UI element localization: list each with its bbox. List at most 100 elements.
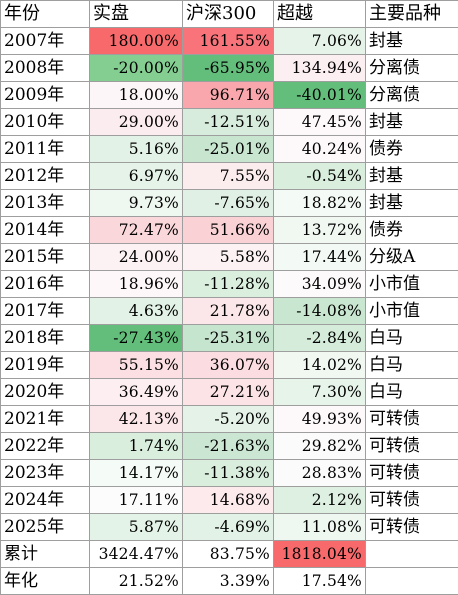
hs300-return-cell[interactable]: 14.68%: [183, 487, 274, 514]
excess-return-cell[interactable]: 14.02%: [274, 352, 366, 379]
variety-cell[interactable]: 债券: [366, 136, 458, 163]
excess-return-cell[interactable]: 40.24%: [274, 136, 366, 163]
hs300-return-cell[interactable]: -11.28%: [183, 271, 274, 298]
excess-return-cell[interactable]: 7.30%: [274, 379, 366, 406]
excess-return-cell[interactable]: 7.06%: [274, 28, 366, 55]
hs300-return-cell[interactable]: 83.75%: [183, 541, 274, 568]
variety-cell[interactable]: 分离债: [366, 55, 458, 82]
actual-return-cell[interactable]: 3424.47%: [90, 541, 183, 568]
variety-cell[interactable]: 分离债: [366, 82, 458, 109]
variety-cell[interactable]: [366, 541, 458, 568]
hs300-return-cell[interactable]: 7.55%: [183, 163, 274, 190]
variety-cell[interactable]: 封基: [366, 109, 458, 136]
hs300-return-cell[interactable]: -21.63%: [183, 433, 274, 460]
variety-cell[interactable]: 可转债: [366, 433, 458, 460]
excess-return-cell[interactable]: 13.72%: [274, 217, 366, 244]
actual-return-cell[interactable]: 6.97%: [90, 163, 183, 190]
year-cell[interactable]: 2020年: [1, 379, 90, 406]
excess-return-cell[interactable]: 47.45%: [274, 109, 366, 136]
excess-return-cell[interactable]: 134.94%: [274, 55, 366, 82]
actual-return-cell[interactable]: 9.73%: [90, 190, 183, 217]
excess-return-cell[interactable]: 2.12%: [274, 487, 366, 514]
hs300-return-cell[interactable]: 3.39%: [183, 568, 274, 595]
actual-return-cell[interactable]: 24.00%: [90, 244, 183, 271]
year-cell[interactable]: 2017年: [1, 298, 90, 325]
variety-cell[interactable]: 白马: [366, 379, 458, 406]
year-cell[interactable]: 2018年: [1, 325, 90, 352]
excess-return-cell[interactable]: -2.84%: [274, 325, 366, 352]
year-cell[interactable]: 2011年: [1, 136, 90, 163]
hs300-return-cell[interactable]: -7.65%: [183, 190, 274, 217]
variety-cell[interactable]: 小市值: [366, 271, 458, 298]
variety-cell[interactable]: 小市值: [366, 298, 458, 325]
actual-return-cell[interactable]: 21.52%: [90, 568, 183, 595]
variety-cell[interactable]: 封基: [366, 28, 458, 55]
year-cell[interactable]: 2014年: [1, 217, 90, 244]
header-actual[interactable]: 实盘: [90, 1, 183, 28]
variety-cell[interactable]: 可转债: [366, 487, 458, 514]
actual-return-cell[interactable]: 17.11%: [90, 487, 183, 514]
year-cell[interactable]: 2019年: [1, 352, 90, 379]
hs300-return-cell[interactable]: 161.55%: [183, 28, 274, 55]
actual-return-cell[interactable]: -20.00%: [90, 55, 183, 82]
excess-return-cell[interactable]: 18.82%: [274, 190, 366, 217]
variety-cell[interactable]: 债券: [366, 217, 458, 244]
year-cell[interactable]: 2022年: [1, 433, 90, 460]
year-cell[interactable]: 2016年: [1, 271, 90, 298]
variety-cell[interactable]: 封基: [366, 163, 458, 190]
header-hs300[interactable]: 沪深300: [183, 1, 274, 28]
actual-return-cell[interactable]: 36.49%: [90, 379, 183, 406]
excess-return-cell[interactable]: -0.54%: [274, 163, 366, 190]
year-cell[interactable]: 2007年: [1, 28, 90, 55]
variety-cell[interactable]: 白马: [366, 352, 458, 379]
summary-label-cell[interactable]: 累计: [1, 541, 90, 568]
hs300-return-cell[interactable]: 36.07%: [183, 352, 274, 379]
hs300-return-cell[interactable]: -5.20%: [183, 406, 274, 433]
actual-return-cell[interactable]: 180.00%: [90, 28, 183, 55]
variety-cell[interactable]: 可转债: [366, 406, 458, 433]
hs300-return-cell[interactable]: 27.21%: [183, 379, 274, 406]
year-cell[interactable]: 2025年: [1, 514, 90, 541]
variety-cell[interactable]: 分级A: [366, 244, 458, 271]
excess-return-cell[interactable]: 34.09%: [274, 271, 366, 298]
variety-cell[interactable]: [366, 568, 458, 595]
variety-cell[interactable]: 可转债: [366, 514, 458, 541]
excess-return-cell[interactable]: 11.08%: [274, 514, 366, 541]
variety-cell[interactable]: 可转债: [366, 460, 458, 487]
hs300-return-cell[interactable]: -65.95%: [183, 55, 274, 82]
actual-return-cell[interactable]: 5.16%: [90, 136, 183, 163]
year-cell[interactable]: 2021年: [1, 406, 90, 433]
actual-return-cell[interactable]: 18.96%: [90, 271, 183, 298]
actual-return-cell[interactable]: -27.43%: [90, 325, 183, 352]
year-cell[interactable]: 2024年: [1, 487, 90, 514]
actual-return-cell[interactable]: 18.00%: [90, 82, 183, 109]
actual-return-cell[interactable]: 55.15%: [90, 352, 183, 379]
actual-return-cell[interactable]: 42.13%: [90, 406, 183, 433]
hs300-return-cell[interactable]: -12.51%: [183, 109, 274, 136]
year-cell[interactable]: 2008年: [1, 55, 90, 82]
year-cell[interactable]: 2010年: [1, 109, 90, 136]
header-variety[interactable]: 主要品种: [366, 1, 458, 28]
year-cell[interactable]: 2012年: [1, 163, 90, 190]
hs300-return-cell[interactable]: -11.38%: [183, 460, 274, 487]
excess-return-cell[interactable]: 28.83%: [274, 460, 366, 487]
header-year[interactable]: 年份: [1, 1, 90, 28]
hs300-return-cell[interactable]: -25.01%: [183, 136, 274, 163]
actual-return-cell[interactable]: 1.74%: [90, 433, 183, 460]
actual-return-cell[interactable]: 72.47%: [90, 217, 183, 244]
year-cell[interactable]: 2015年: [1, 244, 90, 271]
hs300-return-cell[interactable]: -4.69%: [183, 514, 274, 541]
header-excess[interactable]: 超越: [274, 1, 366, 28]
hs300-return-cell[interactable]: 96.71%: [183, 82, 274, 109]
hs300-return-cell[interactable]: 51.66%: [183, 217, 274, 244]
excess-return-cell[interactable]: 1818.04%: [274, 541, 366, 568]
excess-return-cell[interactable]: 29.82%: [274, 433, 366, 460]
excess-return-cell[interactable]: 49.93%: [274, 406, 366, 433]
year-cell[interactable]: 2023年: [1, 460, 90, 487]
excess-return-cell[interactable]: -40.01%: [274, 82, 366, 109]
excess-return-cell[interactable]: -14.08%: [274, 298, 366, 325]
actual-return-cell[interactable]: 5.87%: [90, 514, 183, 541]
excess-return-cell[interactable]: 17.44%: [274, 244, 366, 271]
summary-label-cell[interactable]: 年化: [1, 568, 90, 595]
hs300-return-cell[interactable]: 21.78%: [183, 298, 274, 325]
